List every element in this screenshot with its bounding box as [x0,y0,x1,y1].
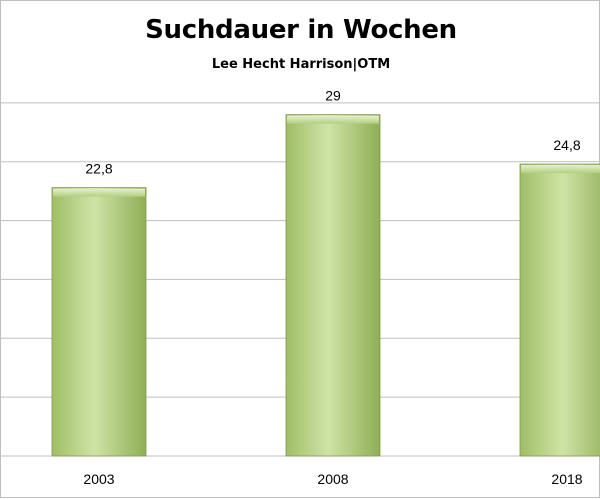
bar-body [51,187,147,457]
bar-body [285,114,381,457]
data-label: 22,8 [85,161,112,177]
bar-2018 [519,163,600,457]
bar-bevel [521,165,600,174]
bar-2003 [51,187,147,457]
bars [51,114,600,457]
chart-title: Suchdauer in Wochen [145,15,457,45]
bar-bevel [287,115,379,124]
x-tick-label: 2008 [317,471,348,487]
data-label: 29 [325,88,341,104]
data-labels: 22,8 29 24,8 [85,88,580,177]
chart-subtitle: Lee Hecht Harrison|OTM [211,57,391,72]
bar-2008 [285,114,381,457]
bar-body [519,163,600,457]
x-tick-label: 2003 [83,471,114,487]
data-label: 24,8 [553,137,580,153]
bar-bevel [53,188,145,197]
x-tick-labels: 2003 2008 2018 [83,471,582,487]
x-tick-label: 2018 [551,471,582,487]
